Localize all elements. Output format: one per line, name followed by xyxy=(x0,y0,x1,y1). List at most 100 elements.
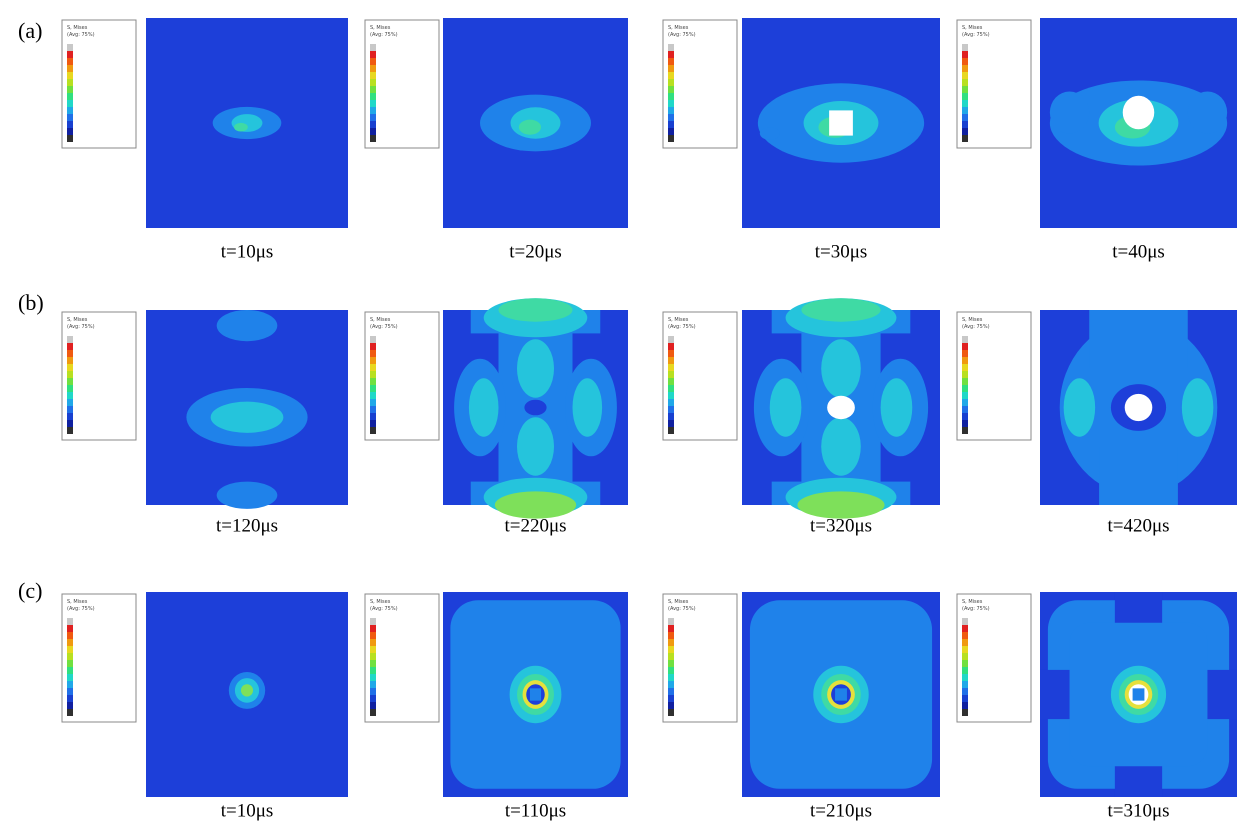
legend-title: S, Mises xyxy=(668,25,689,31)
legend-swatch xyxy=(962,51,968,58)
row-label: (a) xyxy=(18,18,42,43)
legend-swatch xyxy=(67,72,73,79)
legend-swatch xyxy=(668,695,674,702)
legend-swatch xyxy=(668,100,674,107)
legend-subtitle: (Avg: 75%) xyxy=(668,324,696,330)
legend-swatch xyxy=(962,357,968,364)
panel: S, Mises(Avg: 75%)t=310μs xyxy=(957,592,1237,821)
legend-swatch xyxy=(668,72,674,79)
legend-swatch xyxy=(67,632,73,639)
legend-swatch xyxy=(962,653,968,660)
legend-swatch xyxy=(370,58,376,65)
legend-swatch xyxy=(668,427,674,434)
legend-swatch xyxy=(370,100,376,107)
contour xyxy=(1182,378,1214,437)
legend-swatch xyxy=(668,107,674,114)
legend-swatch xyxy=(962,135,968,142)
legend-title: S, Mises xyxy=(962,599,983,605)
legend-swatch xyxy=(962,406,968,413)
legend-swatch xyxy=(962,93,968,100)
legend-swatch xyxy=(962,427,968,434)
legend-swatch xyxy=(370,135,376,142)
legend-swatch xyxy=(67,378,73,385)
legend-swatch xyxy=(962,695,968,702)
legend-swatch xyxy=(370,406,376,413)
legend-swatch xyxy=(67,79,73,86)
legend-swatch xyxy=(370,688,376,695)
legend-swatch xyxy=(370,121,376,128)
caption: t=420μs xyxy=(1107,515,1169,536)
caption: t=110μs xyxy=(505,800,566,821)
legend-swatch xyxy=(370,625,376,632)
contour xyxy=(770,378,802,437)
caption: t=10μs xyxy=(221,800,274,821)
legend-swatch xyxy=(668,51,674,58)
row-label: (c) xyxy=(18,578,42,603)
legend-swatch xyxy=(67,350,73,357)
legend-swatch xyxy=(668,65,674,72)
contour xyxy=(469,378,499,437)
legend-swatch xyxy=(67,86,73,93)
legend-swatch xyxy=(962,350,968,357)
legend-swatch xyxy=(67,65,73,72)
legend-swatch xyxy=(67,107,73,114)
panel: S, Mises(Avg: 75%)t=20μs xyxy=(365,18,628,262)
legend-swatch xyxy=(962,385,968,392)
legend-swatch xyxy=(67,336,73,343)
legend-swatch xyxy=(962,114,968,121)
legend-swatch xyxy=(668,646,674,653)
legend-swatch xyxy=(370,371,376,378)
legend-swatch xyxy=(67,364,73,371)
legend-title: S, Mises xyxy=(370,25,391,31)
legend-swatch xyxy=(370,695,376,702)
panel: S, Mises(Avg: 75%)t=220μs xyxy=(365,298,628,536)
legend-swatch xyxy=(67,100,73,107)
contour xyxy=(1125,394,1153,421)
legend-swatch xyxy=(668,392,674,399)
legend-swatch xyxy=(67,406,73,413)
legend-swatch xyxy=(962,632,968,639)
legend-box xyxy=(663,312,737,440)
legend-swatch xyxy=(668,79,674,86)
legend-subtitle: (Avg: 75%) xyxy=(67,32,95,38)
contour xyxy=(530,688,541,700)
legend-swatch xyxy=(962,618,968,625)
legend-swatch xyxy=(67,674,73,681)
legend-swatch xyxy=(962,709,968,716)
legend-swatch xyxy=(962,674,968,681)
legend-subtitle: (Avg: 75%) xyxy=(962,606,990,612)
contour xyxy=(821,417,861,476)
legend-box xyxy=(957,594,1031,722)
legend-swatch xyxy=(962,44,968,51)
legend-swatch xyxy=(67,385,73,392)
legend-swatch xyxy=(962,58,968,65)
legend-title: S, Mises xyxy=(962,25,983,31)
legend-swatch xyxy=(370,107,376,114)
legend-swatch xyxy=(67,399,73,406)
legend-swatch xyxy=(962,639,968,646)
figure: (a)S, Mises(Avg: 75%)t=10μsS, Mises(Avg:… xyxy=(0,0,1256,824)
legend-swatch xyxy=(67,371,73,378)
legend-subtitle: (Avg: 75%) xyxy=(668,606,696,612)
legend-swatch xyxy=(668,674,674,681)
legend-swatch xyxy=(962,625,968,632)
legend-swatch xyxy=(67,660,73,667)
legend-swatch xyxy=(370,667,376,674)
contour xyxy=(241,684,253,696)
legend-title: S, Mises xyxy=(668,599,689,605)
legend-swatch xyxy=(370,79,376,86)
legend-box xyxy=(365,594,439,722)
legend-swatch xyxy=(67,667,73,674)
caption: t=320μs xyxy=(810,515,872,536)
panel: S, Mises(Avg: 75%)t=320μs xyxy=(663,298,940,536)
caption: t=20μs xyxy=(509,241,562,262)
legend-swatch xyxy=(962,378,968,385)
contour xyxy=(217,310,278,341)
legend-swatch xyxy=(370,128,376,135)
legend-swatch xyxy=(67,413,73,420)
legend-swatch xyxy=(370,702,376,709)
legend-swatch xyxy=(668,660,674,667)
contour xyxy=(829,110,853,135)
legend-swatch xyxy=(370,413,376,420)
legend-swatch xyxy=(370,427,376,434)
